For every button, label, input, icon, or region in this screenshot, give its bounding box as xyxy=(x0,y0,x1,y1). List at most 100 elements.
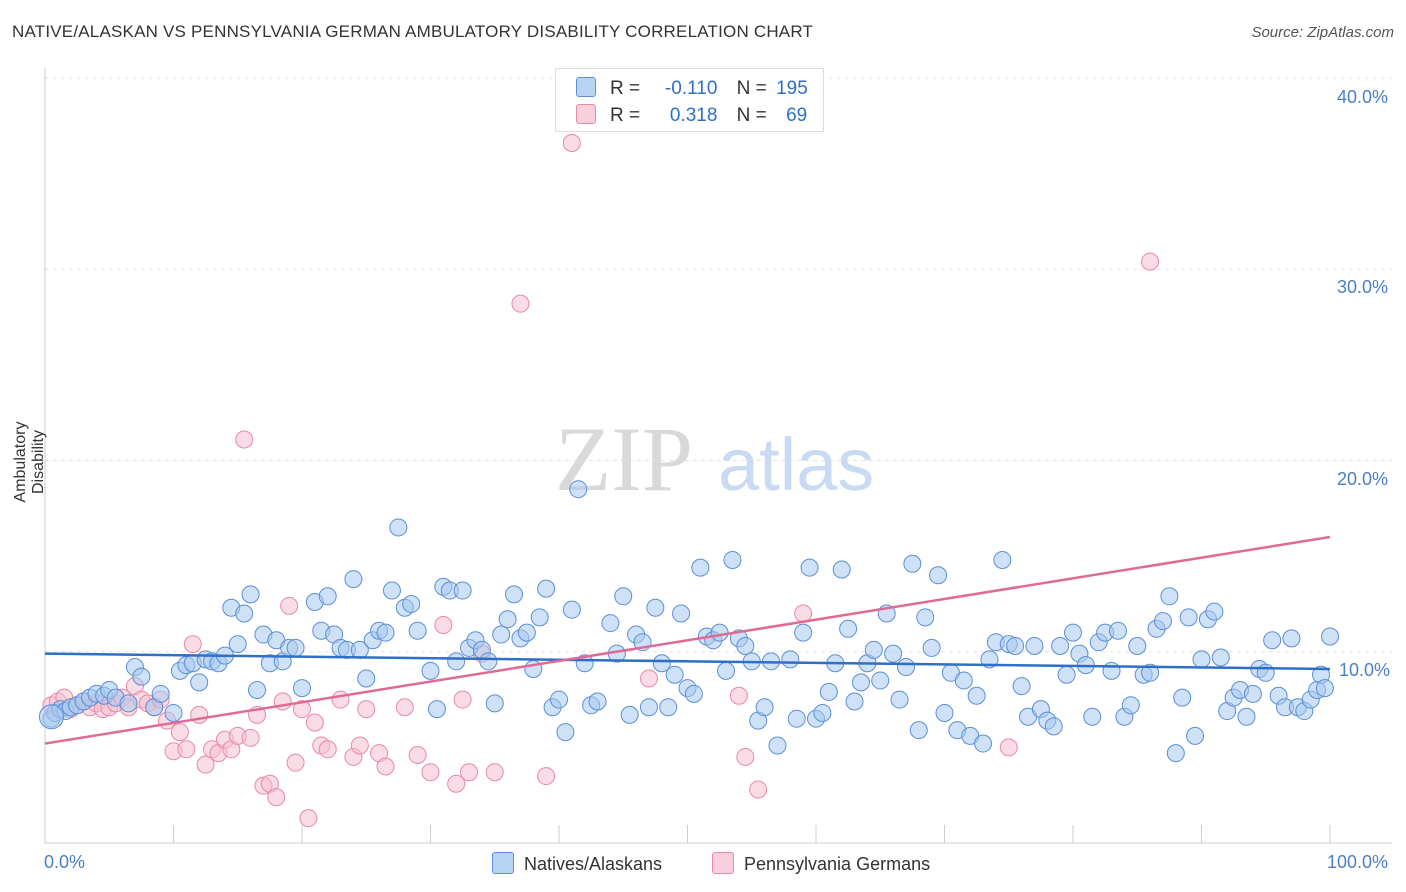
natives-point xyxy=(954,671,973,690)
natives-point xyxy=(652,654,671,673)
natives-point xyxy=(1153,612,1172,631)
natives-point xyxy=(241,585,260,604)
natives-point xyxy=(408,621,427,640)
legend-r-natives: -0.110 xyxy=(664,78,718,99)
natives-point xyxy=(1121,696,1140,715)
natives-point xyxy=(479,652,498,671)
natives-point xyxy=(896,658,915,677)
pa-germans-point xyxy=(639,669,658,688)
natives-trend-line xyxy=(44,652,1331,671)
natives-point xyxy=(318,587,337,606)
legend-r-pa-germans: 0.318 xyxy=(669,105,718,126)
natives-point xyxy=(832,560,851,579)
legend-row-pa-germans: R = 0.318 N = 69 xyxy=(576,104,807,127)
natives-point xyxy=(614,587,633,606)
pa-germans-point xyxy=(318,740,337,759)
natives-point xyxy=(556,723,575,742)
natives-point xyxy=(537,579,556,598)
bottom-legend-pa-germans: Pennsylvania Germans xyxy=(712,852,930,875)
natives-point xyxy=(929,566,948,585)
natives-point xyxy=(967,686,986,705)
pa-germans-point xyxy=(562,134,581,153)
natives-point xyxy=(1243,684,1262,703)
natives-point xyxy=(550,690,568,709)
natives-point xyxy=(813,703,832,722)
trend-lines xyxy=(44,535,1331,745)
natives-point xyxy=(909,721,928,740)
pa-germans-point xyxy=(460,763,479,782)
natives-point xyxy=(382,581,401,600)
pa-germans-point xyxy=(350,736,369,755)
natives-point xyxy=(286,638,305,657)
natives-point xyxy=(248,681,267,699)
y-tick-30: 30.0% xyxy=(1337,277,1389,297)
natives-point xyxy=(684,684,703,703)
y-axis-label: Ambulatory Disability xyxy=(12,421,47,503)
natives-point xyxy=(935,703,954,722)
natives-point xyxy=(1064,623,1082,642)
pa-germans-point xyxy=(408,746,427,765)
pa-germans-point xyxy=(196,755,215,774)
pa-germans-point xyxy=(511,294,530,313)
natives-point xyxy=(800,558,819,577)
pa-germans-point xyxy=(183,635,202,654)
natives-point xyxy=(357,669,376,688)
pa-germans-point xyxy=(177,740,196,759)
pa-germans-point xyxy=(293,700,311,719)
natives-point xyxy=(588,692,607,711)
pa-germans-point xyxy=(749,780,768,799)
natives-point xyxy=(794,623,813,642)
natives-point xyxy=(1321,627,1339,646)
natives-point xyxy=(562,600,581,619)
legend-swatch-blue xyxy=(576,77,596,97)
legend-swatch-pink xyxy=(576,104,596,124)
natives-point xyxy=(659,698,678,717)
natives-point-large xyxy=(38,704,64,730)
pa-germans-point xyxy=(447,774,466,793)
legend-n-pa-germans: 69 xyxy=(786,105,808,126)
natives-point xyxy=(132,667,151,686)
legend-n-natives: 195 xyxy=(776,78,808,99)
natives-point xyxy=(1166,744,1185,763)
pa-germans-point xyxy=(305,713,324,732)
natives-point xyxy=(922,638,941,657)
y-tick-40: 40.0% xyxy=(1337,87,1389,107)
natives-point xyxy=(235,604,254,623)
pa-germans-point xyxy=(421,763,440,782)
natives-point xyxy=(376,623,395,642)
pa-germans-point xyxy=(280,596,299,615)
bottom-legend-natives: Natives/Alaskans xyxy=(492,852,662,875)
natives-point xyxy=(293,679,311,698)
bottom-legend-swatch-blue xyxy=(492,852,514,874)
natives-point xyxy=(1006,637,1025,656)
natives-point xyxy=(639,698,658,717)
natives-point xyxy=(1057,665,1076,684)
natives-point xyxy=(1237,707,1256,726)
pa-germans-point xyxy=(794,604,813,623)
natives-point xyxy=(890,690,909,709)
natives-point xyxy=(665,665,684,684)
gridlines xyxy=(45,77,1392,653)
natives-point xyxy=(646,598,665,617)
natives-point xyxy=(453,581,472,600)
natives-point xyxy=(1128,637,1147,656)
natives-point xyxy=(1192,650,1211,669)
y-tick-10: 10.0% xyxy=(1339,660,1391,680)
natives-point xyxy=(691,558,710,577)
natives-point xyxy=(1205,602,1224,621)
natives-point xyxy=(601,614,620,633)
natives-point xyxy=(974,734,993,753)
watermark-atlas: atlas xyxy=(718,423,874,506)
natives-point xyxy=(787,709,806,728)
natives-point xyxy=(1044,717,1063,736)
pa-germans-point xyxy=(485,763,504,782)
natives-point xyxy=(781,650,800,669)
natives-point xyxy=(485,694,504,713)
natives-point xyxy=(151,684,170,703)
natives-point xyxy=(710,623,729,642)
natives-point xyxy=(851,673,870,692)
natives-point xyxy=(723,550,742,569)
natives-point xyxy=(569,480,588,499)
chart-title: NATIVE/ALASKAN VS PENNSYLVANIA GERMAN AM… xyxy=(12,22,814,41)
pa-germans-trend-line xyxy=(44,535,1331,745)
